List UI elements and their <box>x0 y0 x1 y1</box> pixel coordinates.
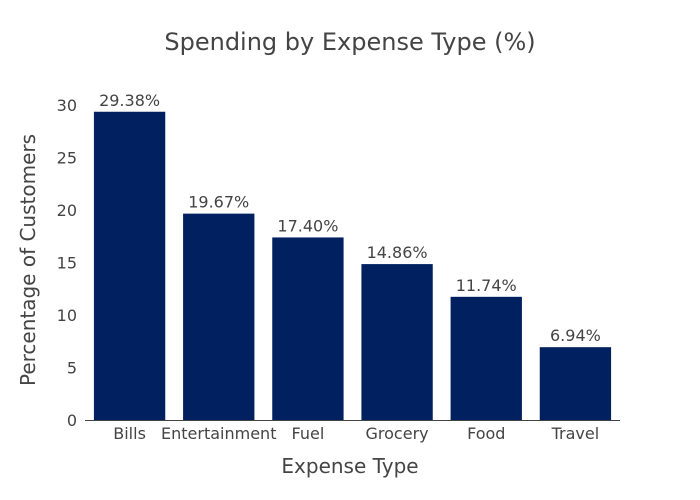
data-label: 29.38% <box>99 91 160 110</box>
y-tick-label: 10 <box>57 306 77 325</box>
x-tick-label: Bills <box>113 424 146 443</box>
x-tick-label: Food <box>467 424 505 443</box>
data-label: 19.67% <box>188 193 249 212</box>
x-axis-title: Expense Type <box>281 454 418 478</box>
bar-travel <box>539 347 612 420</box>
y-tick-label: 5 <box>67 359 77 378</box>
chart-title: Spending by Expense Type (%) <box>164 28 535 56</box>
bar-bills <box>93 111 166 420</box>
x-tick-label: Entertainment <box>161 424 276 443</box>
x-tick-label: Travel <box>551 424 600 443</box>
y-tick-label: 15 <box>57 254 77 273</box>
bar-grocery <box>361 264 433 420</box>
y-tick-label: 20 <box>57 201 77 220</box>
y-tick-label: 0 <box>67 411 77 430</box>
bar-entertainment <box>183 213 255 420</box>
x-axis: Bills Entertainment Fuel Grocery Food Travel <box>113 424 599 443</box>
bar-food <box>450 296 522 420</box>
data-label: 17.40% <box>277 216 338 235</box>
x-tick-label: Grocery <box>366 424 429 443</box>
data-label: 11.74% <box>456 276 517 295</box>
x-tick-label: Fuel <box>292 424 325 443</box>
bars: 29.38% 19.67% 17.40% 14.86% 11.74% 6.94% <box>93 91 612 420</box>
data-label: 6.94% <box>550 326 601 345</box>
bar-fuel <box>272 237 344 420</box>
data-label: 14.86% <box>367 243 428 262</box>
y-tick-label: 25 <box>57 149 77 168</box>
y-axis-title: Percentage of Customers <box>16 134 40 386</box>
y-axis: 0 5 10 15 20 25 30 <box>57 96 77 430</box>
y-tick-label: 30 <box>57 96 77 115</box>
